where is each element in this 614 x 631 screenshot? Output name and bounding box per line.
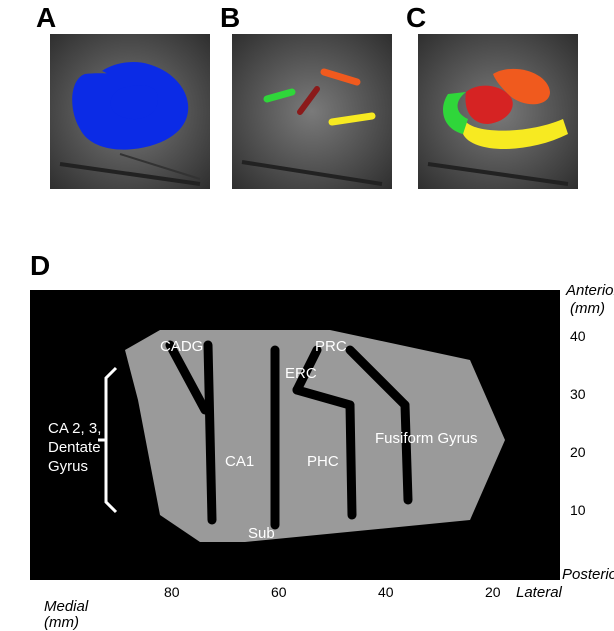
axis-medial-label: Medial <box>44 598 88 615</box>
panel-b-svg <box>232 34 392 189</box>
panel-c-svg <box>418 34 578 189</box>
panel-a-svg <box>50 34 210 189</box>
label-side-ca23: CA 2, 3, Dentate Gyrus <box>48 420 101 476</box>
xtick-80: 80 <box>164 584 180 600</box>
axis-bottom-unit: (mm) <box>44 614 79 631</box>
label-prc: PRC <box>315 338 347 355</box>
ytick-20: 20 <box>570 444 586 460</box>
label-cadg: CADG <box>160 338 203 355</box>
axis-anterior-label: Anterior <box>566 282 614 299</box>
xtick-60: 60 <box>271 584 287 600</box>
ytick-10: 10 <box>570 502 586 518</box>
label-ca1: CA1 <box>225 453 254 470</box>
panel-label-b: B <box>220 2 240 34</box>
xtick-40: 40 <box>378 584 394 600</box>
panel-label-c: C <box>406 2 426 34</box>
label-phc: PHC <box>307 453 339 470</box>
ytick-40: 40 <box>570 328 586 344</box>
label-erc: ERC <box>285 365 317 382</box>
xtick-20: 20 <box>485 584 501 600</box>
ytick-30: 30 <box>570 386 586 402</box>
panel-label-a: A <box>36 2 56 34</box>
axis-lateral-label: Lateral <box>516 584 562 601</box>
axis-right-unit-top: (mm) <box>570 300 605 317</box>
panel-d-svg <box>30 290 560 580</box>
panel-a <box>50 34 210 189</box>
axis-posterior-label: Posterior <box>562 566 614 583</box>
panel-b <box>232 34 392 189</box>
panel-label-d: D <box>30 250 50 282</box>
panel-d: CADG ERC PRC CA1 PHC Fusiform Gyrus Sub … <box>30 290 560 580</box>
panel-c <box>418 34 578 189</box>
label-fusiform: Fusiform Gyrus <box>375 430 478 447</box>
label-sub: Sub <box>248 525 275 542</box>
